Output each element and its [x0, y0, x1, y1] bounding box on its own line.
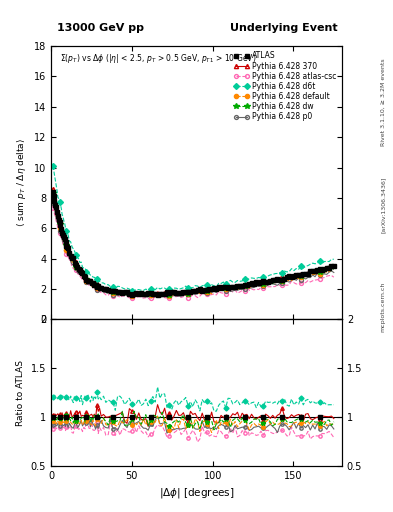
Pythia 6.428 d6t: [110, 284, 115, 290]
X-axis label: $|\Delta\phi|$ [degrees]: $|\Delta\phi|$ [degrees]: [159, 486, 234, 500]
Pythia 6.428 p0: [61, 239, 65, 245]
Pythia 6.428 atlas-csc: [92, 287, 97, 293]
Line: Pythia 6.428 d6t: Pythia 6.428 d6t: [51, 164, 336, 293]
Pythia 6.428 d6t: [331, 256, 336, 262]
Text: [arXiv:1306.3436]: [arXiv:1306.3436]: [381, 177, 386, 233]
Line: Pythia 6.428 default: Pythia 6.428 default: [51, 196, 336, 298]
Line: Pythia 6.428 dw: Pythia 6.428 dw: [50, 190, 337, 299]
Pythia 6.428 dw: [110, 289, 115, 295]
Pythia 6.428 370: [110, 288, 115, 294]
Pythia 6.428 370: [61, 231, 65, 238]
Pythia 6.428 370: [91, 280, 95, 286]
Pythia 6.428 d6t: [148, 286, 153, 292]
Pythia 6.428 p0: [91, 283, 95, 289]
ATLAS: [91, 280, 95, 286]
Pythia 6.428 atlas-csc: [146, 295, 151, 302]
Pythia 6.428 default: [61, 236, 65, 242]
Line: Pythia 6.428 370: Pythia 6.428 370: [51, 187, 336, 298]
Y-axis label: $\langle$ sum $p_T$ / $\Delta\eta$ delta$\rangle$: $\langle$ sum $p_T$ / $\Delta\eta$ delta…: [15, 138, 28, 227]
Pythia 6.428 370: [50, 186, 55, 192]
Pythia 6.428 p0: [148, 292, 153, 298]
Pythia 6.428 atlas-csc: [61, 243, 66, 249]
Pythia 6.428 p0: [50, 200, 55, 206]
Pythia 6.428 370: [331, 264, 336, 270]
Pythia 6.428 dw: [61, 233, 65, 239]
Pythia 6.428 default: [136, 292, 141, 298]
ATLAS: [146, 290, 151, 296]
Pythia 6.428 dw: [91, 281, 95, 287]
Pythia 6.428 d6t: [91, 274, 95, 280]
Line: ATLAS: ATLAS: [50, 189, 336, 297]
Y-axis label: Ratio to ATLAS: Ratio to ATLAS: [16, 360, 25, 425]
Pythia 6.428 d6t: [61, 214, 65, 220]
Pythia 6.428 d6t: [129, 288, 134, 294]
ATLAS: [331, 263, 336, 269]
Pythia 6.428 p0: [110, 291, 115, 297]
Line: Pythia 6.428 atlas-csc: Pythia 6.428 atlas-csc: [51, 206, 336, 301]
Pythia 6.428 dw: [136, 291, 141, 297]
Pythia 6.428 default: [91, 281, 95, 287]
Pythia 6.428 atlas-csc: [51, 205, 56, 211]
Pythia 6.428 p0: [146, 294, 151, 300]
Pythia 6.428 default: [55, 214, 59, 220]
Pythia 6.428 atlas-csc: [113, 293, 118, 300]
Legend: ATLAS, Pythia 6.428 370, Pythia 6.428 atlas-csc, Pythia 6.428 d6t, Pythia 6.428 : ATLAS, Pythia 6.428 370, Pythia 6.428 at…: [232, 50, 338, 123]
Pythia 6.428 atlas-csc: [151, 295, 155, 302]
ATLAS: [110, 288, 115, 294]
Pythia 6.428 dw: [50, 190, 55, 197]
Pythia 6.428 default: [148, 291, 153, 297]
Pythia 6.428 atlas-csc: [55, 225, 60, 231]
ATLAS: [55, 208, 59, 215]
ATLAS: [155, 292, 160, 298]
Pythia 6.428 370: [148, 290, 153, 296]
Pythia 6.428 dw: [331, 266, 336, 272]
Pythia 6.428 p0: [331, 269, 336, 275]
Pythia 6.428 default: [129, 293, 134, 300]
Pythia 6.428 p0: [134, 292, 139, 298]
Pythia 6.428 dw: [127, 293, 132, 300]
Text: Rivet 3.1.10, ≥ 3.2M events: Rivet 3.1.10, ≥ 3.2M events: [381, 58, 386, 146]
Pythia 6.428 atlas-csc: [331, 274, 336, 280]
Text: mcplots.cern.ch: mcplots.cern.ch: [381, 282, 386, 332]
Pythia 6.428 default: [331, 267, 336, 273]
Pythia 6.428 370: [134, 291, 139, 297]
Text: Underlying Event: Underlying Event: [230, 23, 338, 33]
Pythia 6.428 p0: [55, 218, 59, 224]
Pythia 6.428 d6t: [50, 163, 55, 169]
Pythia 6.428 370: [146, 293, 151, 299]
Pythia 6.428 370: [55, 206, 59, 212]
ATLAS: [134, 290, 139, 296]
ATLAS: [50, 189, 55, 195]
ATLAS: [61, 231, 65, 238]
Text: 13000 GeV pp: 13000 GeV pp: [57, 23, 144, 33]
Pythia 6.428 default: [110, 290, 115, 296]
Pythia 6.428 atlas-csc: [50, 205, 55, 211]
Pythia 6.428 d6t: [55, 187, 59, 193]
Text: $\Sigma(p_T)$ vs $\Delta\phi$ ($|\eta|$ < 2.5, $p_T$ > 0.5 GeV, $p_{T1}$ > 10 Ge: $\Sigma(p_T)$ vs $\Delta\phi$ ($|\eta|$ …: [60, 52, 256, 65]
Pythia 6.428 atlas-csc: [136, 293, 141, 300]
Line: Pythia 6.428 p0: Pythia 6.428 p0: [51, 201, 336, 299]
Pythia 6.428 default: [50, 195, 55, 201]
Pythia 6.428 dw: [55, 212, 59, 218]
Pythia 6.428 d6t: [136, 287, 141, 293]
Pythia 6.428 dw: [148, 291, 153, 297]
